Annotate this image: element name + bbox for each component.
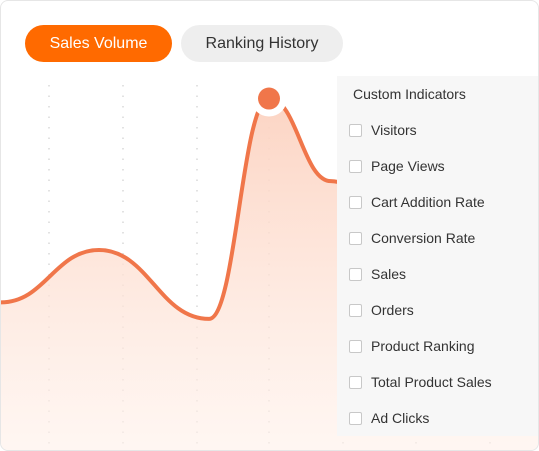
checkbox[interactable] bbox=[349, 375, 362, 389]
indicator-option-label: Cart Addition Rate bbox=[371, 194, 485, 210]
indicator-option[interactable]: Conversion Rate bbox=[349, 228, 475, 248]
indicator-option[interactable]: Sales bbox=[349, 264, 406, 284]
indicator-option-label: Product Ranking bbox=[371, 338, 475, 354]
indicator-option[interactable]: Ad Clicks bbox=[349, 408, 429, 428]
checkbox[interactable] bbox=[349, 123, 362, 137]
indicator-option-label: Visitors bbox=[371, 122, 417, 138]
indicator-option-label: Ad Clicks bbox=[371, 410, 430, 426]
checkbox[interactable] bbox=[349, 303, 362, 317]
indicator-option-label: Sales bbox=[371, 266, 407, 282]
custom-indicators-panel: Custom Indicators Visitors Page Views Cart… bbox=[337, 76, 538, 436]
checkbox[interactable] bbox=[349, 231, 362, 245]
tab-ranking-history[interactable]: Ranking History bbox=[181, 25, 343, 62]
indicator-option[interactable]: Orders bbox=[349, 300, 414, 320]
checkbox[interactable] bbox=[349, 411, 362, 425]
highlight-data-point[interactable] bbox=[258, 87, 280, 110]
indicator-option[interactable]: Product Ranking bbox=[349, 336, 475, 356]
indicator-option[interactable]: Total Product Sales bbox=[349, 372, 492, 392]
indicator-option-label: Page Views bbox=[371, 158, 445, 174]
indicator-option-label: Conversion Rate bbox=[371, 230, 476, 246]
panel-title: Custom Indicators bbox=[353, 86, 466, 102]
tab-sales-volume[interactable]: Sales Volume bbox=[25, 25, 172, 62]
indicator-option[interactable]: Cart Addition Rate bbox=[349, 192, 485, 212]
indicator-option-label: Total Product Sales bbox=[371, 374, 492, 390]
checkbox[interactable] bbox=[349, 267, 362, 281]
checkbox[interactable] bbox=[349, 195, 362, 209]
indicator-option[interactable]: Page Views bbox=[349, 156, 445, 176]
checkbox[interactable] bbox=[349, 339, 362, 353]
indicator-option-label: Orders bbox=[371, 302, 414, 318]
indicator-option[interactable]: Visitors bbox=[349, 120, 417, 140]
checkbox[interactable] bbox=[349, 159, 362, 173]
